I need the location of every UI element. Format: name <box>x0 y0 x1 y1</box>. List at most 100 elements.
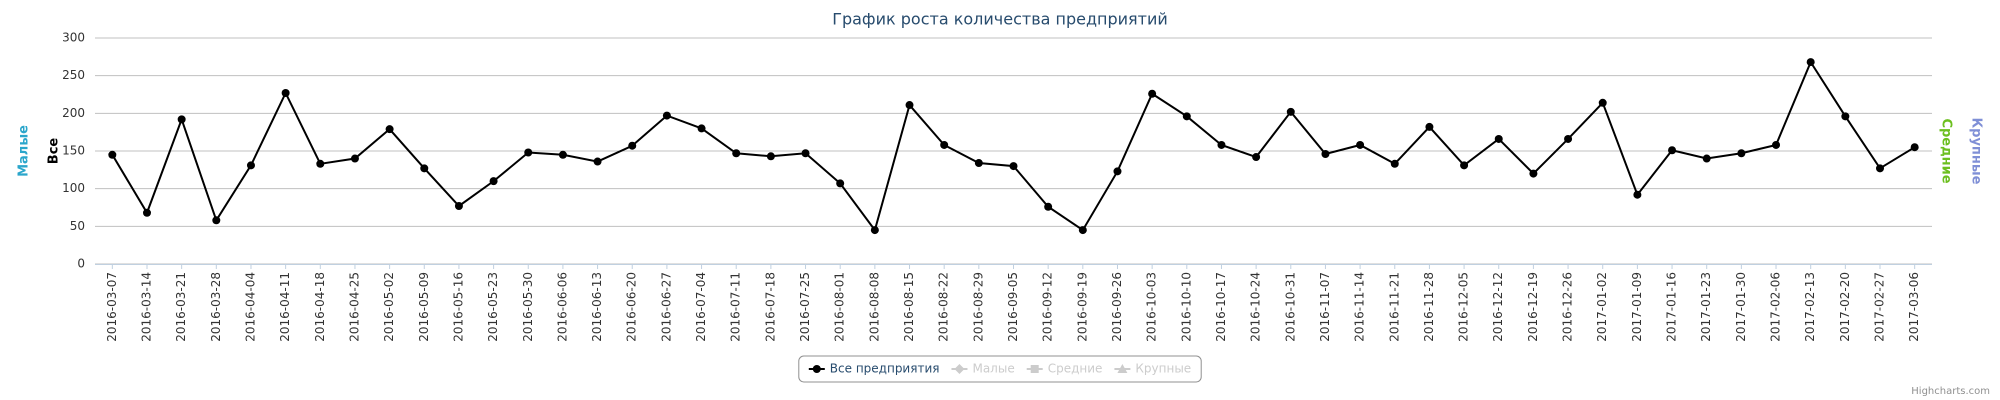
x-tick-label: 2016-08-15 <box>902 272 916 342</box>
point <box>1598 98 1607 107</box>
legend-label: Малые <box>972 362 1014 376</box>
point <box>1702 154 1711 163</box>
point <box>316 159 325 168</box>
x-tick-label: 2016-07-04 <box>694 272 708 342</box>
x-tick-label: 2016-05-02 <box>382 272 396 342</box>
point <box>212 216 221 225</box>
point <box>1321 150 1330 159</box>
point <box>1078 226 1087 235</box>
x-tick-label: 2016-05-23 <box>486 272 500 342</box>
point <box>766 152 775 161</box>
point <box>1148 89 1157 98</box>
x-tick-label: 2016-11-28 <box>1422 272 1436 342</box>
point <box>905 101 914 110</box>
x-tick-label: 2016-10-17 <box>1214 272 1228 342</box>
point <box>454 201 463 210</box>
x-tick-label: 2016-06-06 <box>555 272 569 342</box>
point <box>593 157 602 166</box>
x-tick-label: 2016-08-22 <box>937 272 951 342</box>
credits[interactable]: Highcharts.com <box>1911 386 1990 397</box>
x-tick-label: 2017-01-16 <box>1665 272 1679 342</box>
point <box>420 164 429 173</box>
x-tick-label: 2016-03-07 <box>105 272 119 342</box>
point <box>1529 169 1538 178</box>
point <box>385 125 394 134</box>
point <box>662 111 671 120</box>
point <box>1252 153 1261 162</box>
point <box>870 226 879 235</box>
y-tick-label: 0 <box>77 257 85 271</box>
point <box>1356 140 1365 149</box>
point <box>801 149 810 158</box>
x-tick-label: 2016-10-31 <box>1283 272 1297 342</box>
point <box>1113 167 1122 176</box>
legend-item[interactable]: Средние <box>1026 362 1103 376</box>
chart-title: График роста количества предприятий <box>832 10 1168 29</box>
series-line <box>111 59 1916 233</box>
x-tick-label: 2017-03-06 <box>1907 272 1921 342</box>
x-tick-label: 2016-07-25 <box>798 272 812 342</box>
point <box>1806 58 1815 67</box>
x-tick-label: 2017-02-13 <box>1803 272 1817 342</box>
x-tick-label: 2016-08-08 <box>867 272 881 342</box>
legend-item[interactable]: Все предприятия <box>808 362 940 376</box>
point <box>1737 149 1746 158</box>
y-axis-title: Крупные <box>1969 118 1984 185</box>
point <box>1564 134 1573 143</box>
point <box>1425 122 1434 131</box>
legend-item[interactable]: Малые <box>951 362 1015 376</box>
y-tick-label: 150 <box>62 144 85 158</box>
legend-box <box>798 355 1202 383</box>
x-tick-label: 2016-08-01 <box>833 272 847 342</box>
x-tick-label: 2016-04-04 <box>243 272 257 342</box>
x-tick-label: 2016-05-09 <box>417 272 431 342</box>
x-tick-label: 2017-01-02 <box>1595 272 1609 342</box>
point <box>836 179 845 188</box>
x-tick-label: 2017-02-27 <box>1873 272 1887 342</box>
point <box>246 161 255 170</box>
legend-label: Средние <box>1048 362 1103 376</box>
x-tick-label: 2017-01-30 <box>1734 272 1748 342</box>
point <box>732 149 741 158</box>
point <box>1876 164 1885 173</box>
point <box>1044 202 1053 211</box>
y-tick-label: 250 <box>62 68 85 82</box>
point <box>558 150 567 159</box>
x-tick-label: 2016-09-05 <box>1006 272 1020 342</box>
point <box>1460 161 1469 170</box>
x-tick-label: 2016-04-25 <box>347 272 361 342</box>
point <box>142 208 151 217</box>
point <box>524 148 533 157</box>
legend-marker <box>1117 364 1128 373</box>
point <box>281 88 290 97</box>
y-tick-label: 50 <box>70 219 85 233</box>
x-tick-label: 2016-06-20 <box>625 272 639 342</box>
x-tick-label: 2016-05-16 <box>451 272 465 342</box>
y-axis-title: Средние <box>1939 118 1954 183</box>
y-axis-title: Малые <box>17 125 32 177</box>
x-tick-label: 2016-10-03 <box>1145 272 1159 342</box>
point <box>1286 107 1295 116</box>
x-tick-label: 2016-03-21 <box>174 272 188 342</box>
x-tick-label: 2016-07-18 <box>763 272 777 342</box>
x-tick-label: 2016-12-05 <box>1457 272 1471 342</box>
legend-label: Все предприятия <box>830 362 940 376</box>
x-tick-label: 2016-10-24 <box>1249 272 1263 342</box>
x-tick-label: 2016-03-28 <box>209 272 223 342</box>
x-tick-label: 2016-10-10 <box>1179 272 1193 342</box>
x-tick-label: 2016-11-14 <box>1353 272 1367 342</box>
point <box>108 150 117 159</box>
x-tick-label: 2017-02-20 <box>1838 272 1852 342</box>
legend-item[interactable]: Крупные <box>1114 362 1191 376</box>
x-tick-label: 2016-12-12 <box>1491 272 1505 342</box>
x-tick-label: 2016-03-14 <box>139 272 153 342</box>
point <box>1009 162 1018 171</box>
point <box>974 159 983 168</box>
legend-marker <box>812 365 821 373</box>
x-tick-label: 2017-01-23 <box>1699 272 1713 342</box>
point <box>1633 190 1642 199</box>
x-tick-label: 2017-02-06 <box>1769 272 1783 342</box>
point <box>1217 140 1226 149</box>
y-tick-label: 200 <box>62 106 85 120</box>
x-tick-label: 2016-05-30 <box>521 272 535 342</box>
